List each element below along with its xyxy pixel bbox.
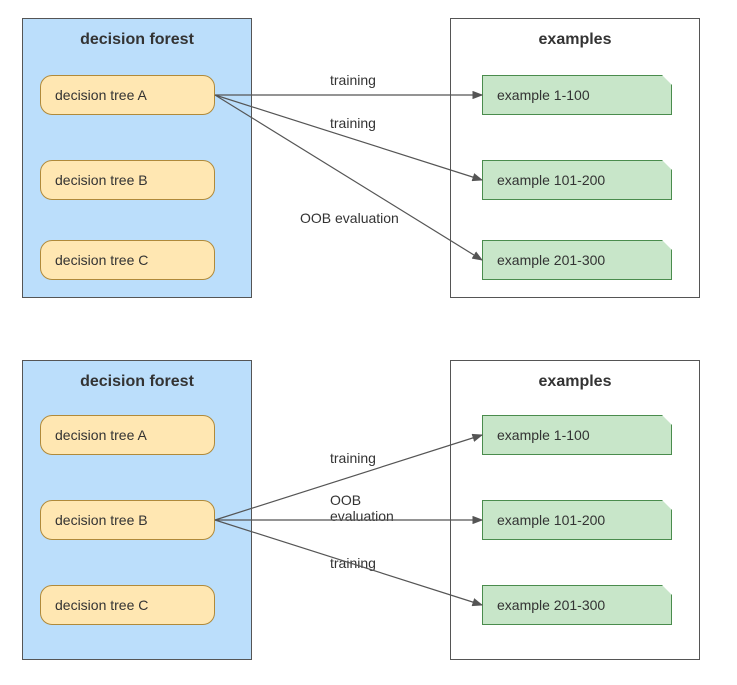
example-node-label: example 101-200	[497, 512, 605, 528]
example-node-2-bottom: example 101-200	[482, 500, 672, 540]
edge-label: OOB evaluation	[300, 210, 399, 226]
tree-node-label: decision tree B	[55, 512, 148, 528]
top-forest-title: decision forest	[23, 31, 251, 49]
edge-label: training	[330, 555, 376, 571]
example-node-label: example 201-300	[497, 252, 605, 268]
bottom-examples-title: examples	[451, 373, 699, 391]
edge-label: training	[330, 72, 376, 88]
example-node-3-bottom: example 201-300	[482, 585, 672, 625]
example-node-3-top: example 201-300	[482, 240, 672, 280]
example-node-1-top: example 1-100	[482, 75, 672, 115]
example-node-label: example 1-100	[497, 427, 590, 443]
tree-node-label: decision tree C	[55, 597, 148, 613]
example-node-label: example 101-200	[497, 172, 605, 188]
edge-label: training	[330, 450, 376, 466]
diagram-canvas: decision forest decision tree A decision…	[0, 0, 737, 685]
tree-node-label: decision tree C	[55, 252, 148, 268]
tree-node-b-bottom: decision tree B	[40, 500, 215, 540]
tree-node-label: decision tree B	[55, 172, 148, 188]
tree-node-c-top: decision tree C	[40, 240, 215, 280]
example-node-label: example 201-300	[497, 597, 605, 613]
example-node-label: example 1-100	[497, 87, 590, 103]
tree-node-a-bottom: decision tree A	[40, 415, 215, 455]
top-examples-title: examples	[451, 31, 699, 49]
tree-node-label: decision tree A	[55, 427, 147, 443]
edge-label: OOB evaluation	[330, 492, 394, 524]
edge-label: training	[330, 115, 376, 131]
example-node-1-bottom: example 1-100	[482, 415, 672, 455]
bottom-forest-title: decision forest	[23, 373, 251, 391]
tree-node-b-top: decision tree B	[40, 160, 215, 200]
example-node-2-top: example 101-200	[482, 160, 672, 200]
tree-node-c-bottom: decision tree C	[40, 585, 215, 625]
tree-node-label: decision tree A	[55, 87, 147, 103]
tree-node-a-top: decision tree A	[40, 75, 215, 115]
